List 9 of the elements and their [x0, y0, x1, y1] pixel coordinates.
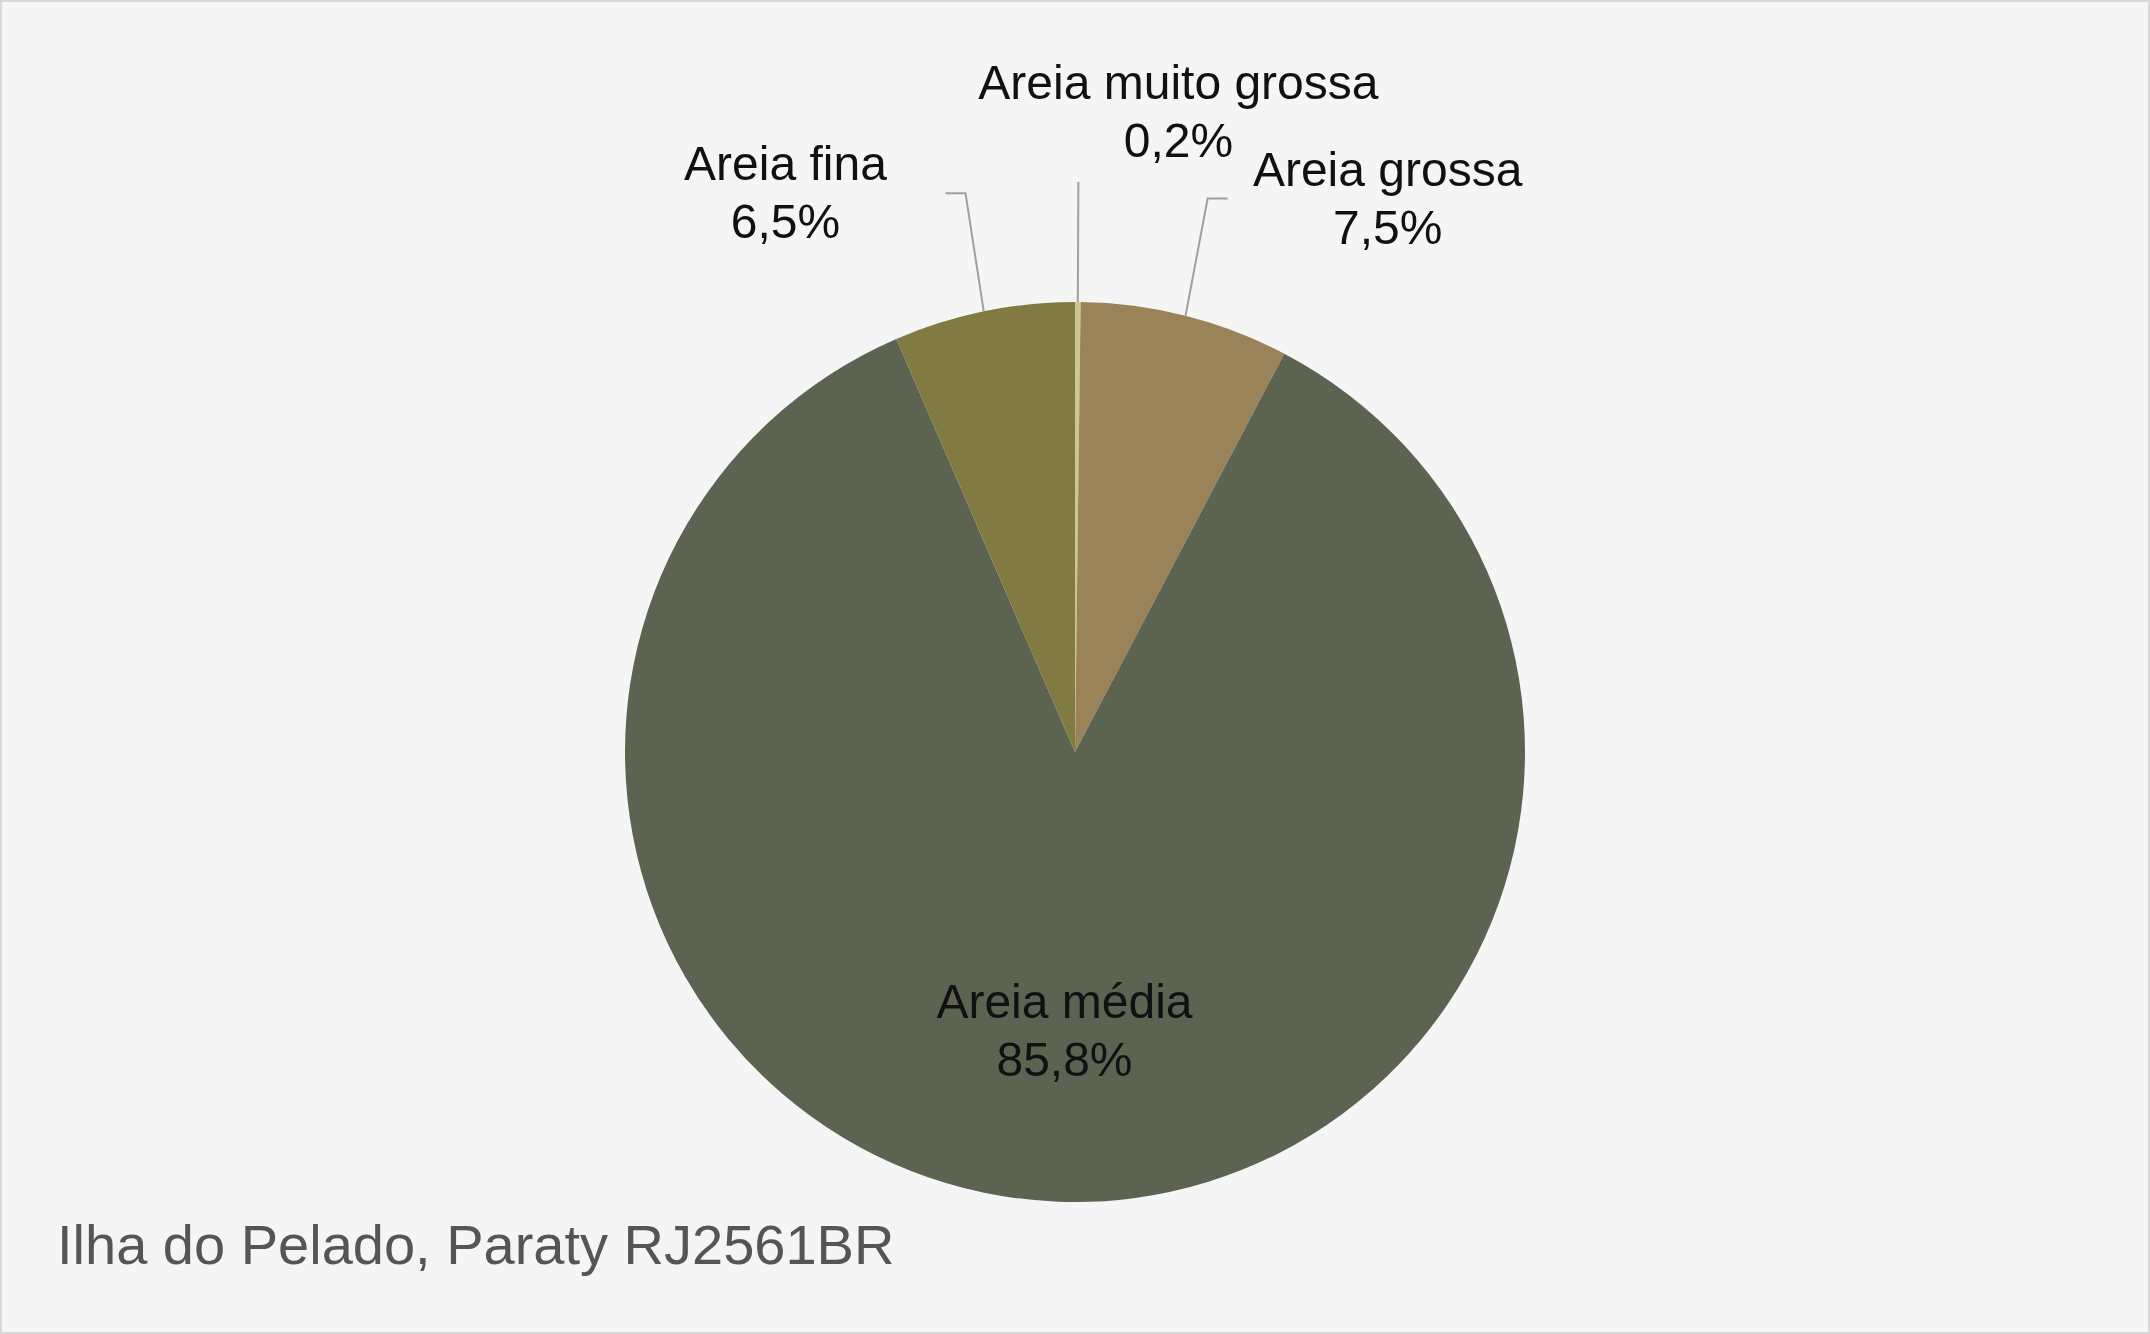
text: Ilha do Pelado, Paraty RJ2561BR	[57, 1212, 895, 1277]
data-label: 0,2%	[1123, 114, 1234, 168]
slice-label: Areia grossa	[1252, 142, 1523, 196]
slice-label: Areia média	[936, 974, 1193, 1028]
data-label: 85,8%	[996, 1032, 1133, 1086]
slice-label: Areia fina	[684, 137, 888, 191]
data-label: 6,5%	[730, 195, 841, 249]
slice-label: Areia muito grossa	[978, 56, 1379, 110]
data-label: 7,5%	[1332, 200, 1443, 254]
